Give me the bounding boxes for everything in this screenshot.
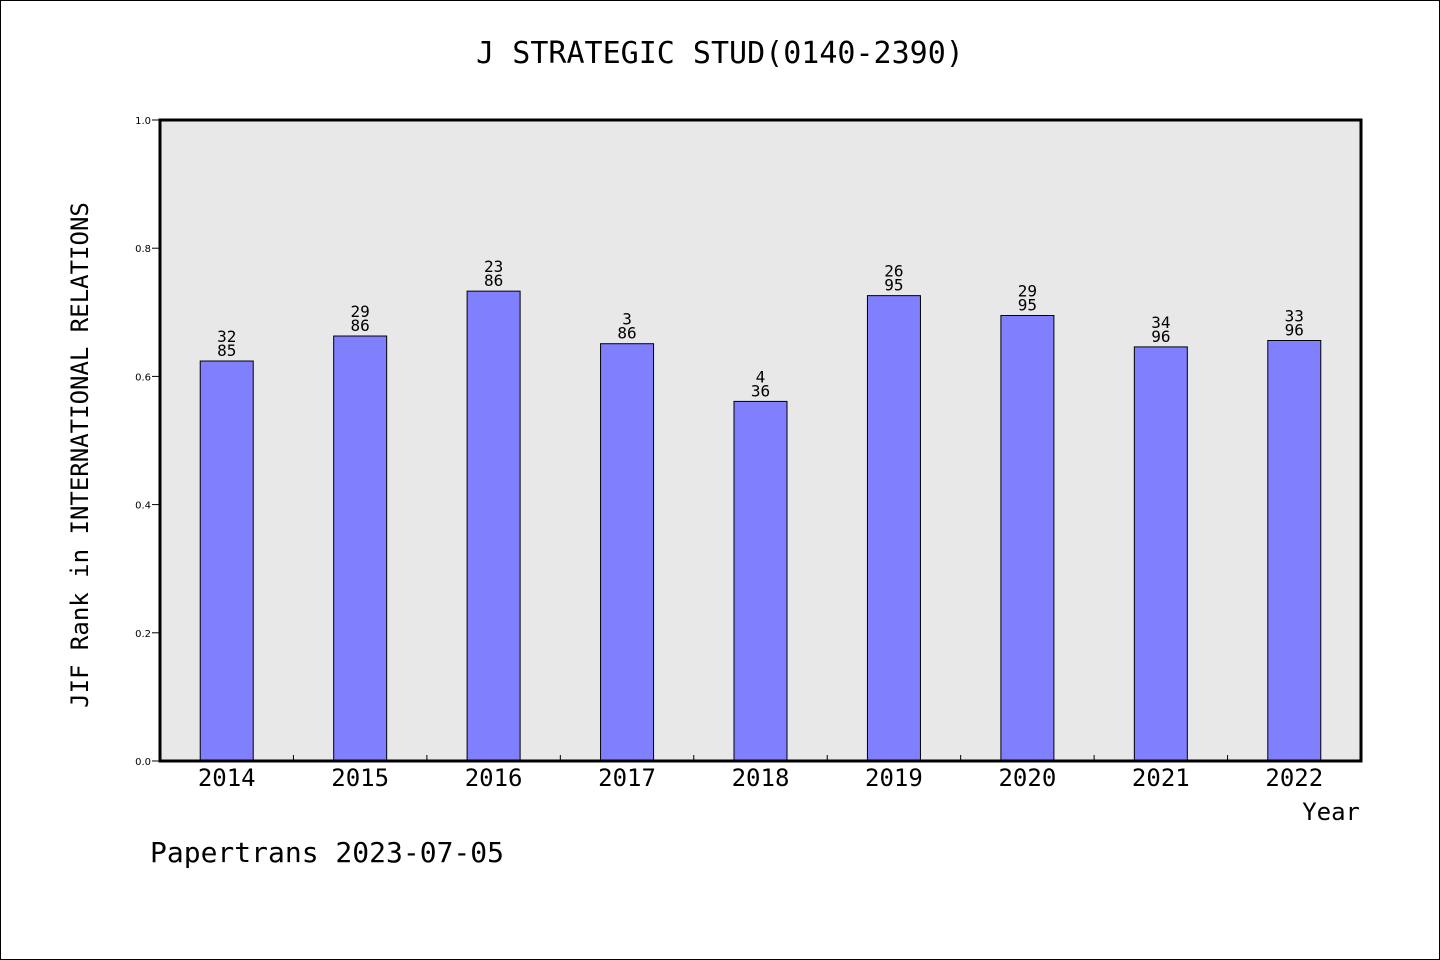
- x-tick-label: 2020: [998, 764, 1056, 792]
- bar: [1267, 340, 1322, 762]
- bar-label-rank: 33: [1285, 307, 1304, 326]
- bar-label-total: 86: [617, 324, 636, 343]
- bar: [866, 295, 921, 762]
- bar-label-total: 86: [484, 271, 503, 290]
- x-tick-label: 2014: [198, 764, 256, 792]
- bar: [333, 335, 388, 762]
- x-tick-label: 2019: [865, 764, 923, 792]
- bar: [466, 290, 521, 762]
- bar-label-total: 95: [884, 276, 903, 295]
- bar-label-rank: 26: [884, 262, 903, 281]
- bar-label-total: 96: [1151, 327, 1170, 346]
- bar-label-total: 86: [351, 316, 370, 335]
- x-tick-label: 2016: [465, 764, 523, 792]
- bar: [1000, 315, 1055, 762]
- bar-label-total: 85: [217, 341, 236, 360]
- bar-label-total: 96: [1285, 321, 1304, 340]
- x-tick-label: 2018: [732, 764, 790, 792]
- bar: [1133, 346, 1188, 762]
- y-tick-label: 0.4: [135, 501, 151, 512]
- bar-label-rank: 4: [756, 367, 766, 386]
- bar-label-total: 95: [1018, 296, 1037, 315]
- bar-label-rank: 32: [217, 327, 236, 346]
- bar-label-rank: 29: [351, 302, 370, 321]
- bar-label-rank: 3: [622, 310, 632, 329]
- x-tick-label: 2015: [331, 764, 389, 792]
- y-tick-label: 0.0: [135, 757, 151, 768]
- y-tick-label: 0.8: [135, 244, 151, 255]
- bar-label-total: 36: [751, 381, 770, 400]
- bar: [733, 400, 788, 762]
- y-tick-label: 1.0: [135, 116, 151, 127]
- chart-title: J STRATEGIC STUD(0140-2390): [476, 36, 964, 71]
- x-tick-label: 2021: [1132, 764, 1190, 792]
- bar-label-rank: 29: [1018, 282, 1037, 301]
- bar-label-rank: 23: [484, 257, 503, 276]
- x-tick-label: 2022: [1265, 764, 1323, 792]
- x-axis-label: Year: [1302, 798, 1360, 826]
- plot-border: [158, 118, 1363, 763]
- bar-label-rank: 34: [1151, 313, 1170, 332]
- bar: [199, 360, 254, 762]
- y-tick-label: 0.2: [135, 629, 151, 640]
- bar: [600, 343, 655, 762]
- y-tick-label: 0.6: [135, 372, 151, 383]
- footer-credit: Papertrans 2023-07-05: [150, 836, 505, 869]
- x-tick-label: 2017: [598, 764, 656, 792]
